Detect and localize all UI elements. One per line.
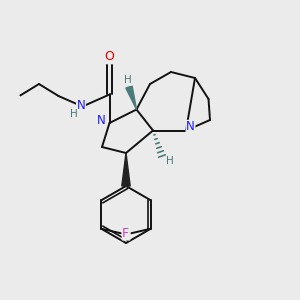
Text: H: H [70,109,78,119]
Text: F: F [123,227,130,240]
Text: F: F [122,227,129,240]
Text: N: N [97,114,106,127]
Text: N: N [186,120,195,134]
Text: O: O [105,50,114,63]
Polygon shape [126,86,136,110]
Text: H: H [124,75,131,85]
Text: H: H [166,156,173,167]
Polygon shape [122,153,130,186]
Text: N: N [76,99,85,112]
